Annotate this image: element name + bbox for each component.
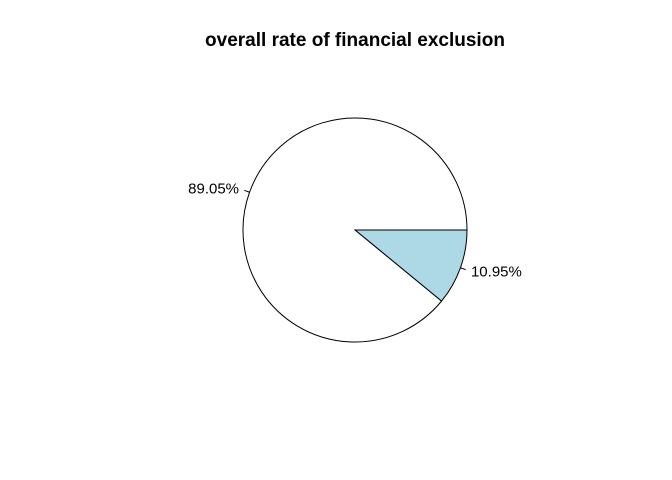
chart-title: overall rate of financial exclusion [205,30,505,51]
label-tick-1 [460,267,466,271]
label-tick-2 [244,189,250,193]
pie-slice-2 [242,117,468,343]
pie-slice-1 [353,229,468,302]
slice-label-1: 10.95% [471,264,522,281]
slice-labels: 10.95% 89.05% [188,180,522,280]
slice-label-2: 89.05% [188,180,239,197]
label-ticks [244,189,466,271]
pie-slices [242,117,468,343]
